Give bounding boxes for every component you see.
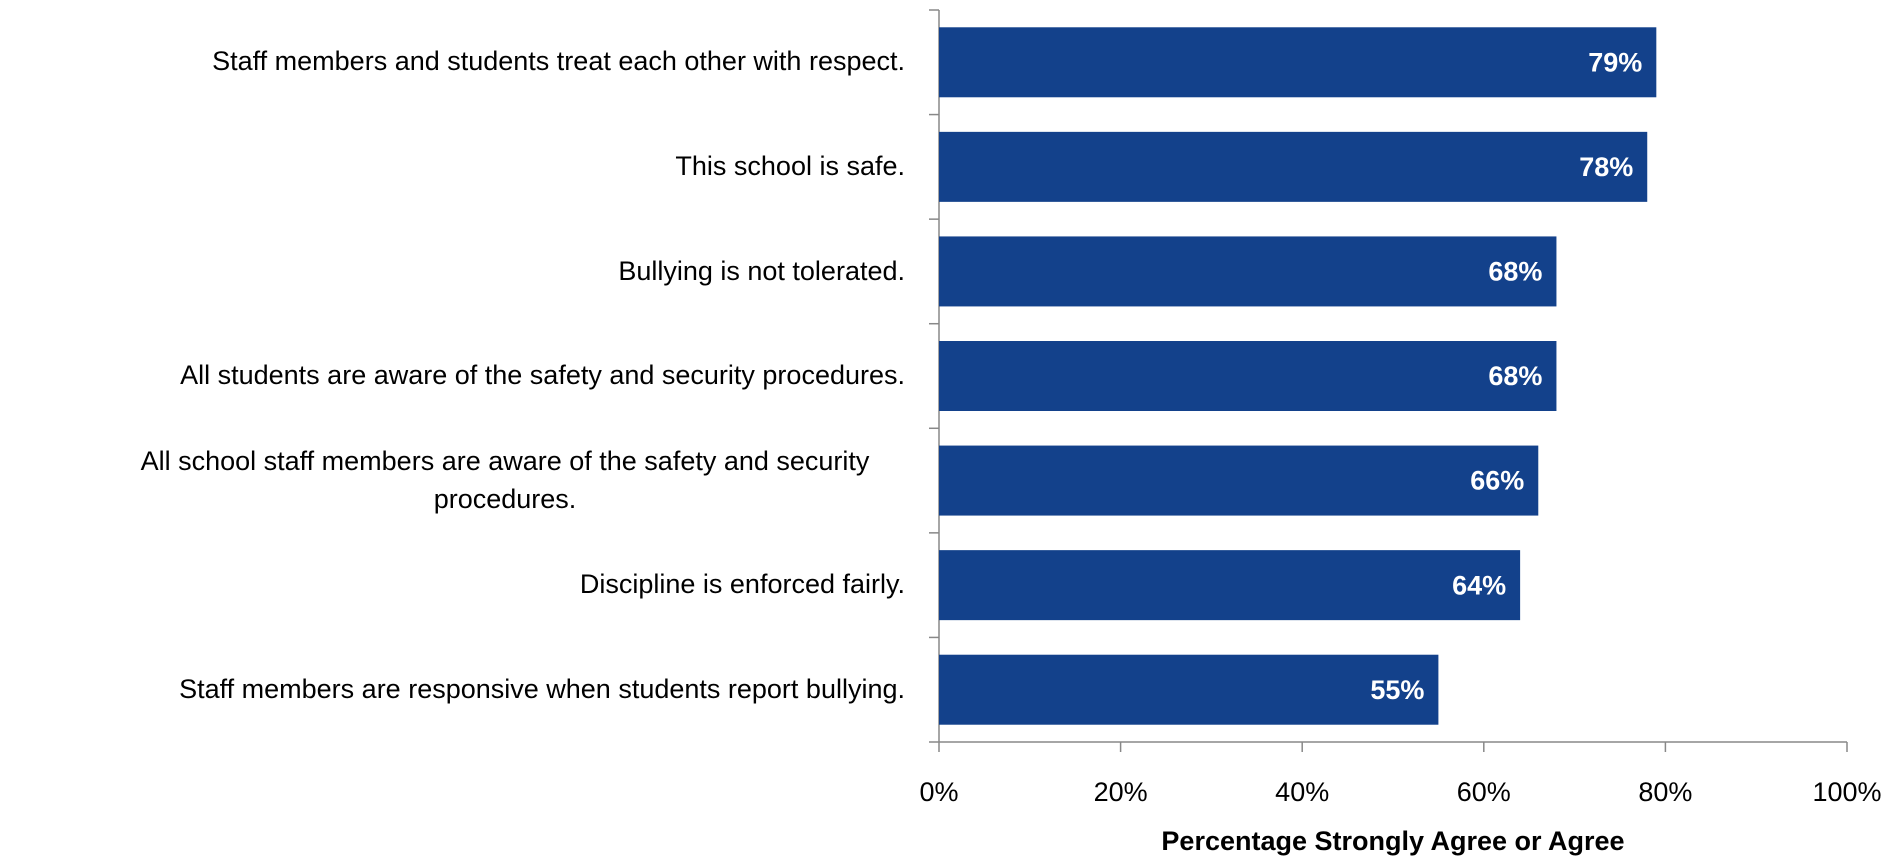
category-label: Staff members and students treat each ot… xyxy=(212,10,905,115)
value-label: 66% xyxy=(1470,466,1524,496)
category-label: Bullying is not tolerated. xyxy=(618,219,905,324)
bar xyxy=(939,236,1557,307)
x-tick-label: 0% xyxy=(919,777,958,807)
category-text: Staff members and students treat each ot… xyxy=(212,46,905,77)
category-label: Staff members are responsive when studen… xyxy=(179,637,905,742)
value-label: 78% xyxy=(1579,152,1633,182)
category-text: All school staff members are aware of th… xyxy=(140,445,870,514)
bar xyxy=(939,341,1557,411)
value-label: 68% xyxy=(1488,257,1542,287)
value-label: 68% xyxy=(1488,361,1542,391)
value-label: 64% xyxy=(1452,570,1506,600)
category-label: This school is safe. xyxy=(675,115,905,220)
bar xyxy=(939,445,1539,516)
category-label: All school staff members are aware of th… xyxy=(105,428,905,533)
x-axis-title: Percentage Strongly Agree or Agree xyxy=(1161,826,1624,856)
x-tick-label: 80% xyxy=(1638,777,1692,807)
x-tick-label: 100% xyxy=(1812,777,1881,807)
value-label: 55% xyxy=(1370,675,1424,705)
x-tick-label: 60% xyxy=(1457,777,1511,807)
category-text: All students are aware of the safety and… xyxy=(180,360,905,391)
category-label: All students are aware of the safety and… xyxy=(180,324,905,429)
category-label: Discipline is enforced fairly. xyxy=(580,533,905,638)
bar xyxy=(939,27,1657,98)
x-tick-label: 40% xyxy=(1275,777,1329,807)
value-label: 79% xyxy=(1588,47,1642,77)
bar xyxy=(939,550,1521,621)
category-text: Staff members are responsive when studen… xyxy=(179,673,905,704)
x-tick-label: 20% xyxy=(1094,777,1148,807)
bar xyxy=(939,131,1648,202)
category-text: Discipline is enforced fairly. xyxy=(579,569,905,600)
category-text: This school is safe. xyxy=(675,150,905,181)
bar xyxy=(939,654,1439,725)
category-text: Bullying is not tolerated. xyxy=(618,255,905,286)
